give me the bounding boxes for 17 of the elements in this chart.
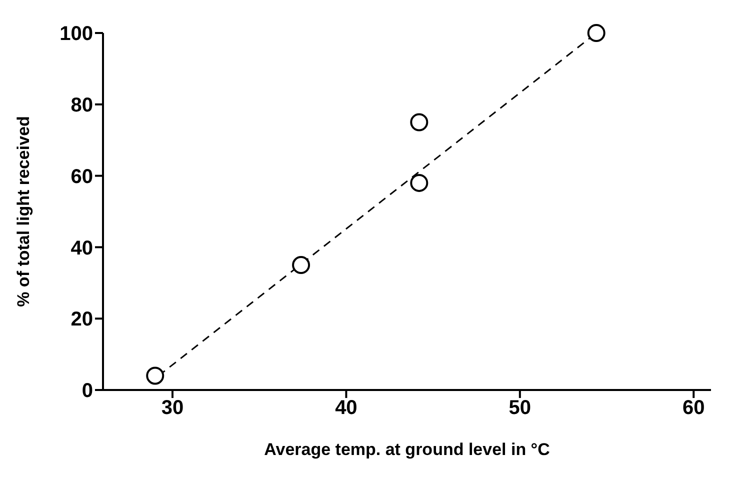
y-tick-label: 0: [82, 380, 93, 402]
point: [292, 256, 310, 274]
x-tick-label: 30: [161, 397, 184, 420]
x-tick-label: 50: [508, 397, 532, 420]
y-tick-label: 100: [60, 23, 93, 46]
point: [410, 113, 428, 132]
y-tick-label: 20: [70, 308, 93, 331]
y-tick-label: 60: [70, 166, 93, 188]
y-axis-title: % of total light received: [14, 116, 34, 307]
x-tick-label: 60: [682, 397, 705, 420]
point: [146, 366, 164, 385]
x-tick-label: 40: [335, 397, 358, 420]
y-tick-label: 40: [70, 237, 93, 260]
y-tick-label: 80: [70, 94, 93, 116]
point: [587, 24, 606, 42]
x-axis-title: Average temp. at ground level in °C: [264, 440, 550, 459]
point: [410, 174, 428, 192]
